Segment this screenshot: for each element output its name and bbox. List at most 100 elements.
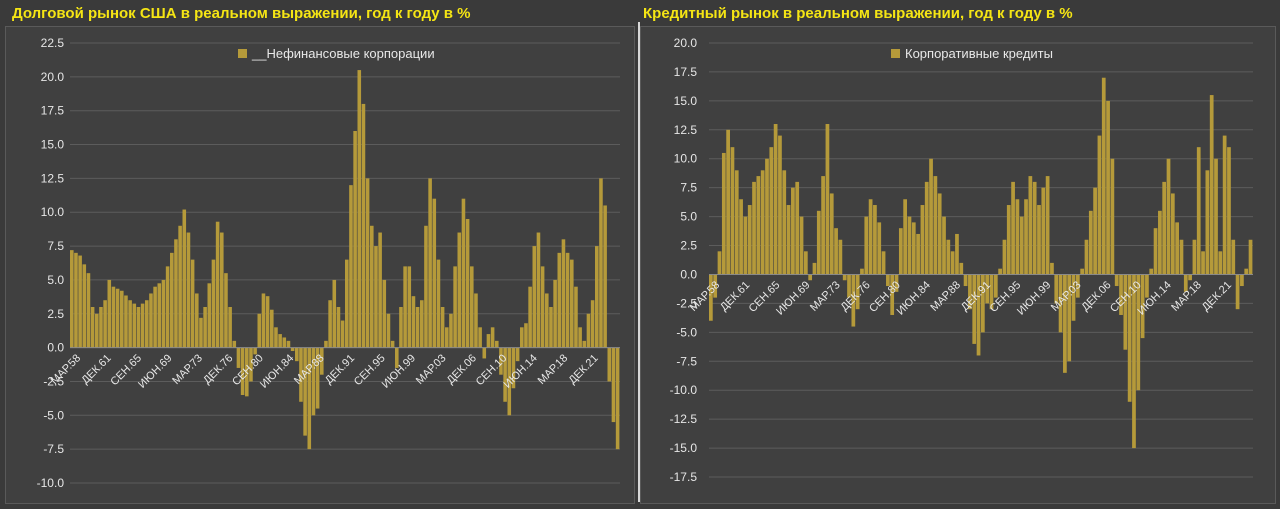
category-label: ИЮН.84 [258, 352, 296, 390]
bar [709, 274, 713, 321]
legend-label: __Нефинансовые корпорации [251, 46, 435, 61]
bar [989, 274, 994, 310]
category-label: ДЕК.21 [1200, 279, 1234, 313]
bar [178, 225, 182, 348]
bar [834, 228, 838, 275]
bar [821, 176, 825, 275]
bar [760, 170, 765, 275]
bar [349, 185, 353, 348]
bar [1244, 268, 1249, 275]
y-tick-label: -10.0 [37, 476, 65, 490]
bar [586, 313, 591, 348]
chart-panel-right: 20.0 17.5 15.0 12.5 10.0 7.5 5.0 2.5 0.0 -2.5 -5.0… [640, 26, 1276, 504]
bar [1149, 268, 1154, 275]
bar [1032, 181, 1037, 275]
bar [182, 209, 187, 348]
y-tick-label: -7.5 [43, 442, 64, 456]
bar [453, 266, 457, 348]
bar [570, 259, 574, 348]
bar [449, 313, 453, 348]
bar [103, 300, 107, 348]
bar [170, 252, 174, 348]
bar [803, 251, 808, 275]
bar [791, 187, 795, 275]
bar [220, 232, 224, 348]
bar [1162, 181, 1167, 275]
bar [153, 286, 157, 348]
bar [812, 262, 817, 275]
bar [1114, 274, 1119, 287]
y-tick-label: -15.0 [670, 441, 698, 455]
category-label: ИЮН.99 [380, 352, 418, 390]
bar [1041, 187, 1046, 275]
bar [195, 293, 199, 348]
bar [507, 347, 512, 416]
y-tick-label: -5.0 [676, 325, 697, 339]
bar [894, 274, 899, 292]
category-label: МАР.73 [808, 279, 843, 314]
bar [1088, 210, 1093, 275]
bar [903, 199, 908, 275]
bar [415, 307, 420, 348]
bar [855, 274, 860, 310]
bar [240, 347, 245, 395]
bar [370, 225, 374, 348]
y-tick-label: -12.5 [670, 412, 698, 426]
bar [721, 152, 726, 275]
bar [70, 250, 74, 348]
bar [1127, 274, 1132, 402]
bar [1145, 274, 1149, 298]
bar [829, 193, 834, 275]
bar [274, 327, 278, 348]
category-label: МАР.88 [928, 279, 963, 314]
bar [955, 233, 959, 275]
category-label: ДЕК.76 [838, 279, 872, 313]
bar [911, 222, 916, 275]
bar [261, 293, 266, 348]
y-tick-label: 0.0 [680, 267, 697, 281]
bar [124, 295, 128, 348]
bar [976, 274, 981, 356]
bar [290, 347, 295, 351]
bar [963, 274, 968, 287]
chart-title-right: Кредитный рынок в реальном выражении, го… [643, 5, 1073, 22]
bar [245, 347, 249, 397]
bar [1080, 268, 1085, 275]
bar [1140, 274, 1145, 339]
bar [847, 274, 851, 298]
bar [1201, 251, 1205, 275]
bar [1050, 262, 1054, 275]
bar [390, 340, 395, 348]
bar [756, 176, 761, 275]
category-label: ИЮН.84 [895, 279, 933, 317]
bar [407, 266, 412, 348]
bar [1106, 100, 1110, 275]
bar [1227, 147, 1231, 275]
bar [942, 216, 946, 275]
bar [145, 300, 149, 348]
bar [495, 340, 499, 348]
bar [82, 264, 87, 348]
legend-swatch [891, 49, 900, 58]
bar [808, 274, 813, 281]
chart-panel-left: 22.5 20.0 17.5 15.0 12.5 10.0 7.5 5.0 2.5 0.0 -2.5… [5, 26, 635, 504]
bar [838, 239, 843, 275]
category-label: ИЮН.69 [774, 279, 812, 317]
bar [1075, 274, 1080, 298]
bar [950, 251, 955, 275]
bar [873, 205, 877, 275]
bar [361, 103, 366, 348]
bar [998, 268, 1002, 275]
bar [1235, 274, 1240, 310]
y-tick-label: 7.5 [680, 181, 697, 195]
y-tick-label: 17.5 [674, 65, 698, 79]
category-label: ИЮН.14 [502, 352, 540, 390]
bar [490, 327, 495, 348]
bar [1205, 170, 1210, 275]
category-label: ДЕК.06 [1079, 279, 1113, 313]
bar [432, 198, 437, 348]
bar [924, 181, 929, 275]
bar [436, 259, 441, 348]
bar [1132, 274, 1136, 449]
bar [590, 300, 595, 348]
